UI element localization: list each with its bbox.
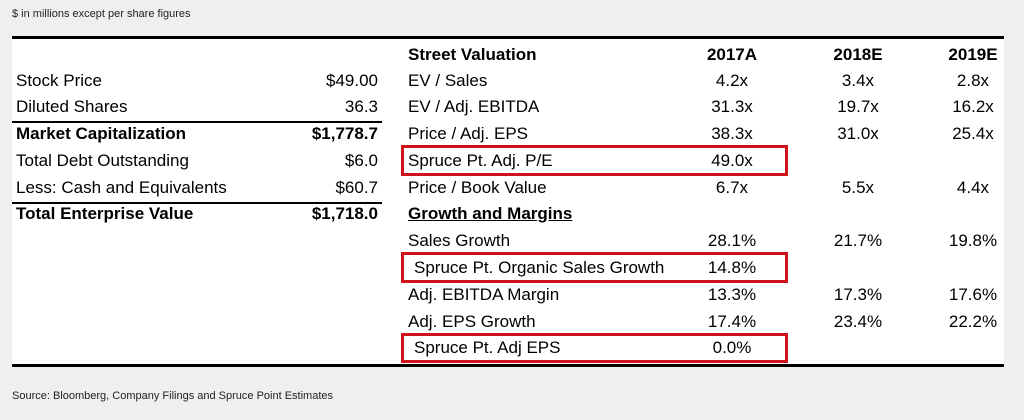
valuation-cell: 25.4x: [952, 124, 994, 143]
highlight-box-adj-pe: [401, 145, 788, 176]
valuation-row-label: EV / Sales: [408, 71, 488, 90]
growth-cell: 28.1%: [707, 231, 757, 250]
valuation-cell: 2.8x: [956, 71, 990, 90]
valuation-row-label-highlight: Spruce Pt. Adj. P/E: [408, 151, 553, 170]
growth-margins-title: Growth and Margins: [408, 204, 573, 223]
valuation-cell: 19.7x: [837, 97, 879, 116]
valuation-cell: 38.3x: [711, 124, 753, 143]
valuation-row-label: EV / Adj. EBITDA: [408, 97, 540, 116]
valuation-row-label: Price / Book Value: [408, 178, 547, 197]
top-rule: [12, 36, 1004, 39]
cap-value-market-cap: $1,778.7: [311, 124, 378, 143]
growth-row-label: Adj. EPS Growth: [408, 312, 536, 331]
growth-cell: 22.2%: [948, 312, 998, 331]
cap-value-total-debt: $6.0: [344, 151, 378, 170]
bottom-rule: [12, 364, 1004, 367]
column-header-2017a: 2017A: [706, 45, 758, 64]
column-header-2018e: 2018E: [833, 45, 883, 64]
valuation-cell: 6.7x: [715, 178, 749, 197]
cap-label-diluted-shares: Diluted Shares: [16, 97, 128, 116]
cap-divider: [12, 121, 382, 123]
valuation-cell: 16.2x: [952, 97, 994, 116]
highlight-box-adj-eps: [401, 333, 788, 363]
cap-label-total-debt: Total Debt Outstanding: [16, 151, 189, 170]
growth-cell-highlight: 14.8%: [707, 258, 757, 277]
valuation-cell: 5.5x: [841, 178, 875, 197]
growth-cell-highlight: 0.0%: [712, 338, 752, 357]
growth-cell: 23.4%: [833, 312, 883, 331]
growth-row-label-highlight: Spruce Pt. Adj EPS: [414, 338, 561, 357]
cap-label-market-cap: Market Capitalization: [16, 124, 187, 143]
growth-row-label: Adj. EBITDA Margin: [408, 285, 560, 304]
valuation-table-panel: Stock Price $49.00 Diluted Shares 36.3 M…: [12, 39, 1004, 364]
valuation-cell: 4.4x: [956, 178, 990, 197]
cap-label-stock-price: Stock Price: [16, 71, 102, 90]
valuation-row-label: Price / Adj. EPS: [408, 124, 528, 143]
units-note: $ in millions except per share figures: [12, 8, 191, 20]
growth-cell: 17.4%: [707, 312, 757, 331]
cap-value-stock-price: $49.00: [326, 71, 378, 90]
growth-row-label-highlight: Spruce Pt. Organic Sales Growth: [414, 258, 665, 277]
growth-cell: 13.3%: [707, 285, 757, 304]
column-header-2019e: 2019E: [948, 45, 998, 64]
street-valuation-title: Street Valuation: [408, 45, 537, 64]
cap-label-enterprise-value: Total Enterprise Value: [16, 204, 194, 223]
cap-value-enterprise-value: $1,718.0: [311, 204, 378, 223]
highlight-box-organic-growth: [401, 252, 788, 283]
cap-value-cash: $60.7: [335, 178, 378, 197]
cap-value-diluted-shares: 36.3: [344, 97, 378, 116]
growth-cell: 19.8%: [948, 231, 998, 250]
growth-cell: 21.7%: [833, 231, 883, 250]
growth-cell: 17.6%: [948, 285, 998, 304]
valuation-cell: 4.2x: [715, 71, 749, 90]
cap-divider: [12, 202, 382, 204]
growth-cell: 17.3%: [833, 285, 883, 304]
valuation-cell: 3.4x: [841, 71, 875, 90]
valuation-cell: 31.0x: [837, 124, 879, 143]
cap-label-cash: Less: Cash and Equivalents: [16, 178, 227, 197]
source-note: Source: Bloomberg, Company Filings and S…: [12, 390, 333, 402]
growth-row-label: Sales Growth: [408, 231, 511, 250]
valuation-cell: 31.3x: [711, 97, 753, 116]
valuation-cell-highlight: 49.0x: [711, 151, 753, 170]
